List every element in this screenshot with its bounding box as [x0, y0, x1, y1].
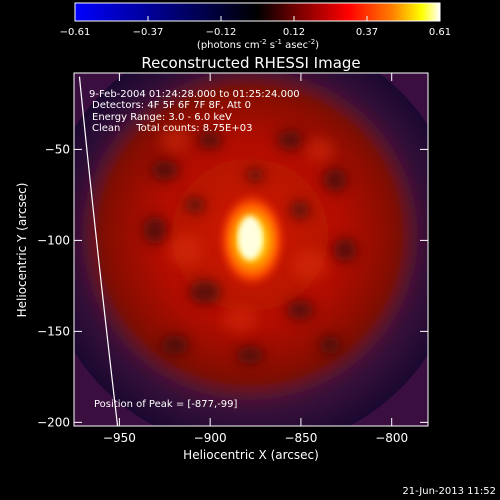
colorbar-tick-label: 0.37	[356, 27, 378, 38]
colorbar-tick-label: 0.61	[429, 27, 451, 38]
colorbar-tick-label: −0.12	[206, 27, 237, 38]
heatmap-image	[74, 73, 428, 426]
colorbar-tick-label: −0.37	[133, 27, 164, 38]
y-tick-label: −50	[45, 142, 70, 156]
colorbar-tick-label: −0.61	[60, 27, 91, 38]
y-axis-ticks: −50 −100 −150 −200	[37, 142, 428, 429]
x-tick-label: −850	[284, 431, 317, 445]
peak-position-label: Position of Peak = [-877,-99]	[94, 399, 238, 410]
y-axis-label: Heliocentric Y (arcsec)	[15, 183, 29, 318]
colorbar-tick-label: 0.12	[283, 27, 305, 38]
timestamp: 21-Jun-2013 11:52	[402, 486, 496, 497]
colorbar-ticks: −0.61 −0.37 −0.12 0.12 0.37 0.61	[60, 16, 451, 38]
solar-limb-curve	[78, 76, 119, 426]
annotation-energy: Energy Range: 3.0 - 6.0 keV	[92, 112, 232, 123]
y-tick-label: −100	[37, 233, 70, 247]
y-tick-label: −200	[37, 415, 70, 429]
observation-annotations: 9-Feb-2004 01:24:28.000 to 01:25:24.000 …	[89, 89, 300, 134]
colorbar	[74, 2, 441, 22]
annotation-time-range: 9-Feb-2004 01:24:28.000 to 01:25:24.000	[89, 89, 300, 100]
y-tick-label: −150	[37, 324, 70, 338]
annotation-counts: Clean Total counts: 8.75E+03	[92, 123, 252, 134]
colorbar-units: (photons cm-2 s-1 asec-2)	[197, 38, 319, 51]
x-axis-label: Heliocentric X (arcsec)	[183, 448, 319, 462]
plot-frame	[73, 72, 429, 427]
chart-title: Reconstructed RHESSI Image	[141, 54, 360, 72]
x-tick-label: −950	[103, 431, 136, 445]
x-tick-label: −800	[375, 431, 408, 445]
x-tick-label: −900	[194, 431, 227, 445]
x-axis-ticks: −950 −900 −850 −800	[103, 73, 408, 445]
annotation-detectors: Detectors: 4F 5F 6F 7F 8F, Att 0	[92, 100, 251, 111]
